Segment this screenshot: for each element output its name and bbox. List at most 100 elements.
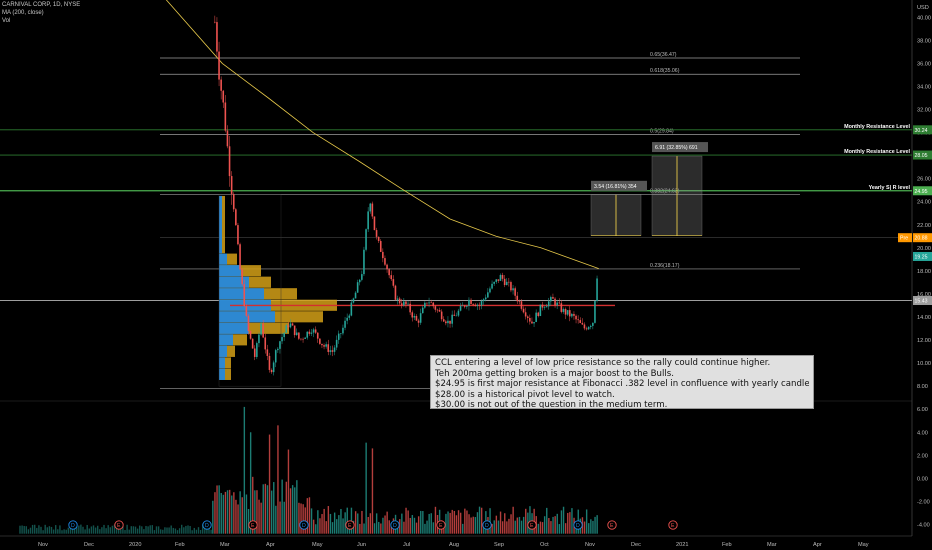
volume-bar bbox=[409, 517, 411, 534]
volume-bar bbox=[470, 517, 472, 534]
volume-bar bbox=[19, 525, 21, 534]
volume-bar bbox=[325, 521, 327, 534]
candle-body bbox=[258, 334, 260, 344]
volume-bar bbox=[128, 529, 130, 534]
candle-body bbox=[333, 347, 336, 352]
volume-bar bbox=[99, 529, 101, 534]
candle-body bbox=[382, 251, 384, 259]
y-tick-label: 0.00 bbox=[917, 476, 928, 482]
fib-level-label: 0.65(36.47) bbox=[650, 52, 677, 58]
volume-bar bbox=[451, 509, 453, 534]
candle-body bbox=[533, 322, 535, 324]
volume-bar bbox=[162, 529, 164, 534]
y-tick-label: 22.00 bbox=[917, 223, 931, 229]
candle-body bbox=[512, 288, 514, 291]
volume-bar bbox=[453, 510, 456, 534]
volume-bar bbox=[346, 507, 348, 534]
candle-body bbox=[524, 312, 527, 317]
y-tick-label: 2.00 bbox=[917, 453, 928, 459]
volume-bar bbox=[76, 524, 78, 534]
candle-body bbox=[531, 321, 533, 324]
volume-bar bbox=[25, 526, 27, 534]
volume-bar bbox=[141, 526, 143, 534]
note-line-3: $24.95 is first major resistance at Fibo… bbox=[435, 379, 809, 390]
x-tick-label: 2021 bbox=[676, 542, 688, 548]
volume-bar bbox=[216, 485, 218, 534]
projection-label-bg bbox=[591, 180, 647, 191]
volume-bar bbox=[315, 524, 317, 534]
candle-body bbox=[499, 274, 502, 281]
volume-bar bbox=[417, 516, 420, 534]
volume-profile-bar bbox=[219, 322, 289, 334]
volume-bar bbox=[285, 481, 288, 534]
y-tick-label: 6.00 bbox=[917, 407, 928, 413]
volume-bar bbox=[67, 527, 69, 534]
volume-bar bbox=[61, 530, 63, 534]
volume-bar bbox=[529, 506, 531, 534]
y-tick-label: -2.00 bbox=[917, 499, 930, 505]
candle-body bbox=[344, 320, 346, 328]
volume-bar bbox=[588, 523, 590, 534]
volume-bar bbox=[183, 527, 185, 534]
volume-bar bbox=[508, 518, 510, 534]
candle-body bbox=[491, 283, 493, 289]
volume-bar bbox=[197, 527, 200, 534]
y-tick-label: 32.00 bbox=[917, 108, 931, 114]
note-line-1: CCL entering a level of low price resist… bbox=[435, 358, 771, 368]
candle-body bbox=[348, 315, 351, 318]
volume-bar bbox=[103, 524, 105, 534]
candle-body bbox=[375, 230, 378, 237]
candle-body bbox=[552, 297, 554, 299]
candle-body bbox=[295, 332, 298, 336]
volume-bar bbox=[294, 487, 296, 534]
volume-bar bbox=[506, 521, 508, 534]
projection-label-bg bbox=[652, 142, 708, 153]
volume-bar bbox=[151, 525, 153, 534]
event-marker-label: D bbox=[205, 523, 209, 529]
volume-profile-bar bbox=[219, 345, 227, 357]
volume-bar bbox=[78, 525, 80, 534]
volume-bar bbox=[115, 524, 118, 534]
volume-bar bbox=[399, 519, 401, 534]
volume-bar bbox=[497, 520, 500, 534]
volume-bar bbox=[57, 529, 59, 534]
y-tick-label: 36.00 bbox=[917, 61, 931, 67]
event-marker bbox=[202, 520, 212, 530]
volume-bar bbox=[459, 512, 462, 534]
volume-bar bbox=[354, 511, 357, 534]
volume-bar bbox=[445, 513, 447, 534]
fib-level-label: 0.5(29.84) bbox=[650, 128, 674, 134]
symbol-title: CARNIVAL CORP, 1D, NYSE bbox=[2, 2, 81, 8]
volume-bar bbox=[189, 526, 191, 534]
candle-body bbox=[281, 337, 283, 342]
volume-bar bbox=[258, 499, 260, 534]
volume-bar bbox=[548, 518, 550, 534]
volume-bar bbox=[243, 406, 246, 534]
candle-body bbox=[371, 203, 374, 217]
candle-body bbox=[560, 303, 563, 312]
volume-bar bbox=[384, 515, 386, 534]
volume-bar bbox=[302, 504, 304, 534]
candle-body bbox=[337, 333, 340, 340]
volume-bar bbox=[296, 480, 298, 534]
volume-bar bbox=[249, 432, 252, 534]
candle-body bbox=[329, 350, 332, 352]
candle-body bbox=[461, 305, 464, 307]
y-tick-label: 4.00 bbox=[917, 430, 928, 436]
volume-bar bbox=[245, 494, 248, 534]
candle-body bbox=[243, 284, 246, 307]
candle-body bbox=[253, 348, 256, 357]
volume-bar bbox=[220, 492, 222, 534]
note-line-2: Teh 200ma getting broken is a major boos… bbox=[435, 368, 674, 379]
volume-bar bbox=[520, 520, 523, 534]
volume-bar bbox=[21, 525, 23, 534]
price-axis-tag bbox=[913, 233, 932, 243]
candle-body bbox=[537, 312, 540, 316]
x-tick-label: Apr bbox=[266, 542, 275, 548]
volume-bar bbox=[329, 513, 332, 534]
x-tick-label: Dec bbox=[84, 542, 94, 548]
volume-group bbox=[19, 406, 598, 534]
volume-bar bbox=[226, 490, 229, 534]
candle-body bbox=[468, 299, 470, 307]
